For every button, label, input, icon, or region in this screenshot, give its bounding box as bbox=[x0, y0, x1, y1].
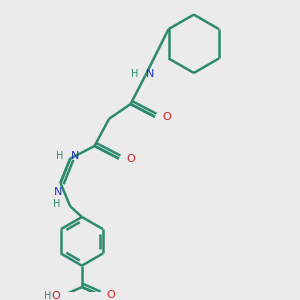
Text: H: H bbox=[56, 151, 63, 161]
Text: H: H bbox=[44, 291, 52, 300]
Text: O: O bbox=[163, 112, 171, 122]
Text: N: N bbox=[146, 69, 154, 79]
Text: H: H bbox=[53, 199, 61, 209]
Text: N: N bbox=[71, 151, 80, 161]
Text: O: O bbox=[52, 291, 61, 300]
Text: N: N bbox=[54, 187, 63, 197]
Text: H: H bbox=[131, 69, 138, 79]
Text: O: O bbox=[106, 290, 115, 300]
Text: O: O bbox=[127, 154, 135, 164]
